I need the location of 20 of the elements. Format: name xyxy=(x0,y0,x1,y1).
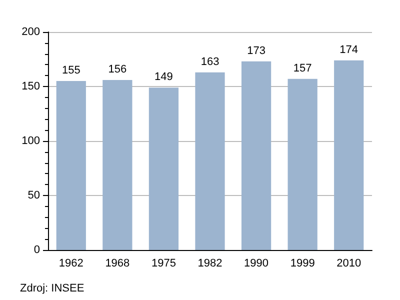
y-tick-label: 150 xyxy=(22,80,40,92)
data-label: 174 xyxy=(340,44,358,56)
y-tick-label: 200 xyxy=(22,26,40,38)
x-tick-label: 1975 xyxy=(151,258,176,270)
data-label: 173 xyxy=(247,44,266,57)
data-label: 163 xyxy=(200,56,220,68)
data-label: 155 xyxy=(62,64,80,77)
data-label: 149 xyxy=(154,71,173,84)
x-tick-label: 1982 xyxy=(198,258,222,270)
data-label: 157 xyxy=(293,62,312,74)
y-tick-label: 100 xyxy=(22,135,40,147)
y-tick-label: 50 xyxy=(28,190,40,202)
x-tick-label: 2010 xyxy=(336,258,362,270)
x-tick-label: 1990 xyxy=(244,258,269,270)
y-tick-label: 0 xyxy=(34,244,40,256)
x-tick-label: 1968 xyxy=(105,258,130,270)
x-tick-label: 1999 xyxy=(290,258,315,270)
data-label: 156 xyxy=(108,63,127,76)
text: Zdroj: INSEE xyxy=(20,282,84,294)
x-tick-label: 1962 xyxy=(58,258,84,270)
